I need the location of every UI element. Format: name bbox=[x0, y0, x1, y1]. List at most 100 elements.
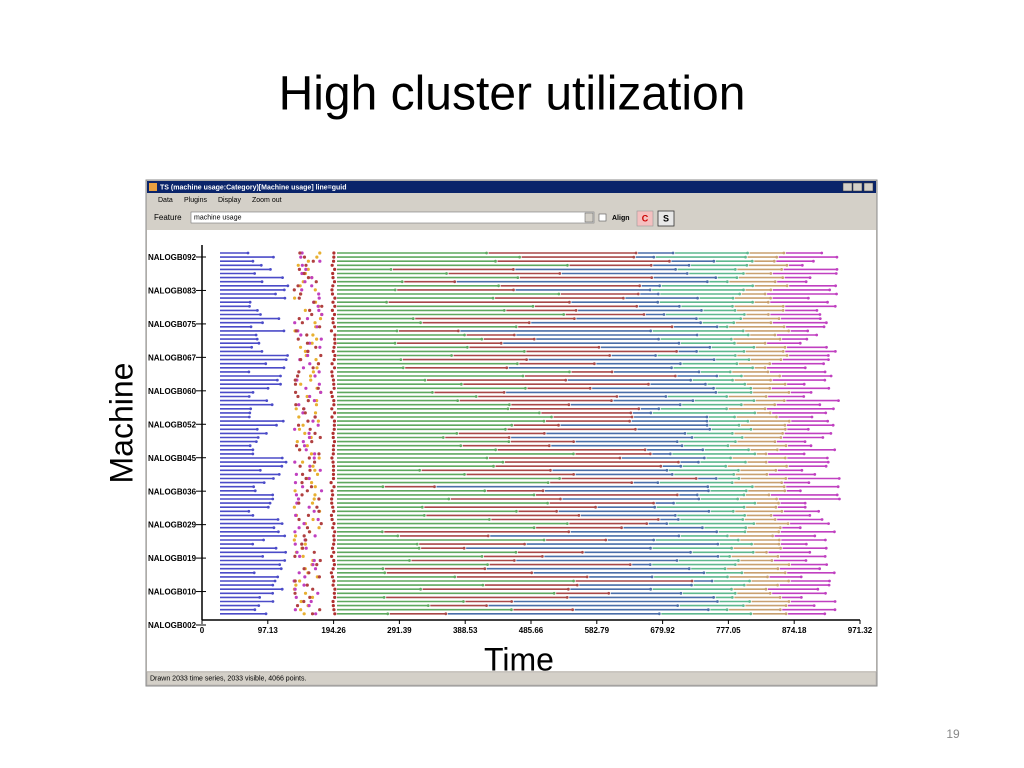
series-dot bbox=[567, 530, 571, 534]
series-dot bbox=[746, 333, 750, 337]
series-dot bbox=[302, 567, 306, 571]
series-dot bbox=[331, 349, 335, 353]
series-dot bbox=[280, 587, 284, 591]
series-dot bbox=[332, 550, 336, 554]
series-dot bbox=[250, 345, 254, 349]
series-dot bbox=[264, 612, 268, 616]
series-dot bbox=[312, 550, 316, 554]
series-dot bbox=[769, 378, 772, 382]
series-dot bbox=[332, 255, 336, 259]
series-dot bbox=[716, 542, 720, 546]
series-dot bbox=[763, 366, 767, 370]
series-dot bbox=[485, 604, 488, 607]
series-dot bbox=[299, 599, 303, 604]
align-checkbox[interactable] bbox=[598, 213, 607, 222]
c-button-label[interactable]: C bbox=[642, 213, 649, 223]
series-dot bbox=[784, 444, 788, 448]
series-dot bbox=[330, 415, 334, 419]
series-dot bbox=[320, 312, 324, 317]
align-label: Align bbox=[612, 215, 630, 222]
series-dot bbox=[510, 608, 513, 612]
series-dot bbox=[716, 555, 720, 558]
series-dot bbox=[803, 505, 807, 509]
series-dot bbox=[422, 514, 426, 517]
series-dot bbox=[483, 567, 487, 571]
c-button[interactable] bbox=[636, 210, 654, 227]
series-dot bbox=[303, 280, 307, 284]
series-dot bbox=[332, 312, 337, 317]
menu-item[interactable]: Display bbox=[218, 197, 241, 204]
minimize-button[interactable] bbox=[842, 182, 853, 192]
series-dot bbox=[547, 444, 551, 448]
close-button[interactable] bbox=[863, 182, 874, 192]
series-dot bbox=[702, 456, 706, 460]
series-dot bbox=[293, 579, 297, 583]
series-dot bbox=[696, 296, 699, 300]
series-dot bbox=[331, 378, 336, 382]
series-dot bbox=[572, 440, 575, 443]
series-dot bbox=[293, 554, 297, 559]
series-dot bbox=[255, 337, 259, 341]
series-dot bbox=[767, 493, 771, 497]
series-dot bbox=[647, 382, 650, 386]
menu-item[interactable]: Plugins bbox=[184, 197, 207, 204]
maximize-button[interactable] bbox=[852, 182, 863, 192]
series-dot bbox=[276, 575, 280, 579]
series-dot bbox=[823, 538, 827, 542]
series-dot bbox=[296, 423, 301, 427]
series-dot bbox=[332, 563, 337, 567]
s-button[interactable] bbox=[657, 210, 675, 227]
series-dot bbox=[827, 386, 831, 390]
series-dot bbox=[316, 386, 320, 390]
series-dot bbox=[725, 395, 729, 398]
series-dot bbox=[676, 518, 680, 521]
series-dot bbox=[331, 476, 336, 481]
series-dot bbox=[752, 345, 756, 349]
series-dot bbox=[331, 271, 335, 276]
series-dot bbox=[330, 374, 334, 378]
series-dot bbox=[251, 448, 255, 452]
series-dot bbox=[653, 505, 657, 509]
series-dot bbox=[305, 489, 309, 493]
menu-item[interactable]: Data bbox=[158, 197, 173, 204]
series-dot bbox=[656, 300, 660, 304]
series-dot bbox=[297, 427, 302, 431]
series-dot bbox=[305, 526, 310, 530]
series-dot bbox=[824, 464, 828, 468]
series-dot bbox=[766, 575, 769, 579]
series-dot bbox=[505, 366, 509, 370]
series-dot bbox=[282, 288, 286, 292]
series-dot bbox=[275, 423, 278, 427]
series-dot bbox=[705, 423, 709, 427]
s-button-label[interactable]: S bbox=[663, 213, 669, 223]
series-dot bbox=[828, 579, 831, 583]
series-dot bbox=[248, 444, 252, 448]
series-dot bbox=[330, 554, 334, 559]
series-dot bbox=[310, 312, 314, 317]
series-dot bbox=[309, 481, 314, 485]
series-dot bbox=[299, 358, 303, 362]
series-dot bbox=[833, 304, 837, 308]
series-dot bbox=[309, 378, 313, 382]
series-dot bbox=[332, 485, 336, 489]
series-dot bbox=[318, 259, 322, 263]
series-dot bbox=[302, 444, 307, 448]
series-dot bbox=[317, 497, 321, 501]
series-dot bbox=[268, 501, 272, 505]
series-dot bbox=[393, 341, 397, 345]
series-dot bbox=[273, 579, 277, 583]
series-dot bbox=[787, 391, 791, 394]
series-dot bbox=[808, 514, 812, 517]
y-tick-label: NALOGB092 bbox=[148, 253, 197, 262]
menu-item[interactable]: Zoom out bbox=[252, 197, 282, 204]
series-dot bbox=[317, 526, 321, 530]
series-dot bbox=[809, 391, 813, 394]
feature-select[interactable] bbox=[190, 211, 595, 224]
series-dot bbox=[787, 329, 791, 333]
series-dot bbox=[748, 579, 751, 583]
series-dot bbox=[300, 481, 304, 485]
dropdown-arrow[interactable] bbox=[584, 212, 594, 223]
series-dot bbox=[294, 407, 298, 411]
series-dot bbox=[799, 596, 803, 599]
series-dot bbox=[311, 517, 315, 522]
